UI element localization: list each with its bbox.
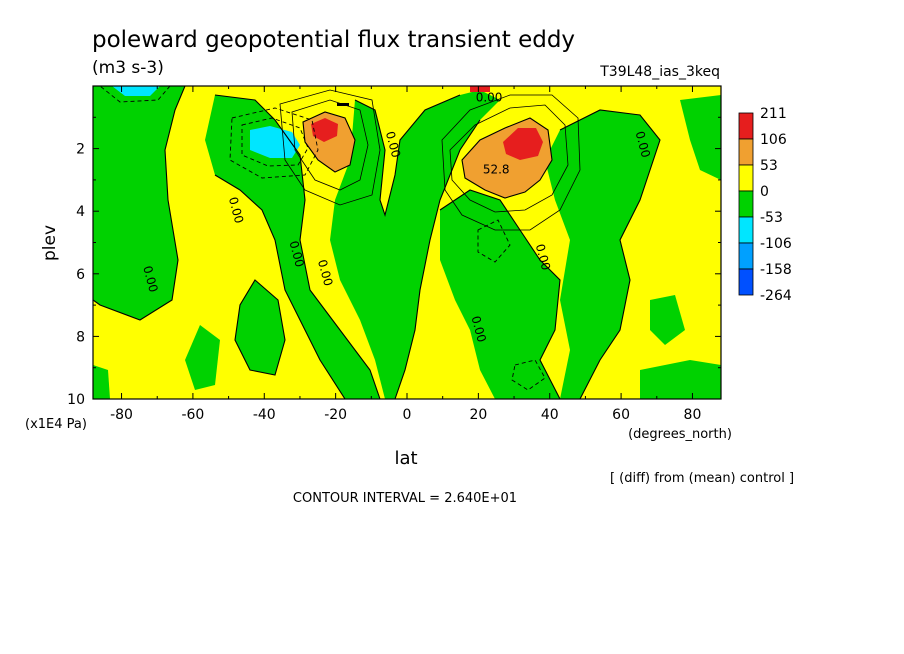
contour-label: 0.00 [140, 264, 160, 293]
y-axis: 2 4 6 8 10 [67, 116, 721, 408]
colorbar-label: 53 [760, 158, 778, 174]
contour-label: 0.00 [286, 239, 306, 268]
contour-lines [93, 86, 661, 399]
negative-region [93, 86, 185, 320]
x-tick-label: -60 [181, 407, 204, 423]
colorbar-swatch [738, 112, 754, 140]
contour-label: 0.00 [476, 91, 503, 105]
small-feature [470, 86, 490, 92]
colorbar-label: -106 [760, 236, 792, 252]
contour-line [449, 104, 569, 213]
small-feature [337, 103, 349, 106]
contour-label: 52.8 [483, 163, 510, 177]
y-tick-label: 8 [76, 329, 85, 345]
contour-label: 0.00 [633, 130, 653, 159]
contour-lines-thin [279, 89, 581, 231]
x-axis-title: lat [394, 448, 417, 469]
contour-line [461, 117, 553, 199]
colorbar-swatch [738, 164, 754, 192]
positive-max-regions [311, 118, 543, 160]
negative-strong-region [112, 86, 160, 96]
colorbar-swatch [738, 242, 754, 270]
positive-max-region [503, 128, 543, 160]
contour-label: 0.00 [226, 195, 246, 224]
negative-region [680, 95, 721, 180]
x-tick-label: -20 [324, 407, 347, 423]
colorbar-label: 106 [760, 132, 787, 148]
contour-line [302, 111, 356, 173]
colorbar-swatch [738, 138, 754, 166]
contour-label: 0.00 [315, 258, 335, 287]
negative-region [440, 190, 560, 399]
y-axis-units: (x1E4 Pa) [25, 417, 87, 432]
y-axis-title: plev [40, 225, 60, 261]
contour-line [511, 359, 546, 391]
x-tick-label: 20 [469, 407, 487, 423]
x-tick-label: 40 [541, 407, 559, 423]
y-tick-label: 4 [76, 204, 85, 220]
colorbar-label: -158 [760, 262, 792, 278]
x-axis-units: (degrees_north) [628, 427, 732, 442]
colorbar-label: -264 [760, 288, 792, 304]
x-axis: -80 -60 -40 -20 0 20 40 60 80 [110, 86, 701, 423]
contour-lines-negative [99, 86, 546, 391]
negative-region [330, 90, 500, 399]
contour-line [99, 86, 171, 103]
contour-line [354, 94, 461, 217]
negative-region [640, 360, 721, 399]
contour-interval-label: CONTOUR INTERVAL = 2.640E+01 [293, 491, 517, 506]
heatmap-field [93, 86, 721, 399]
y-tick-label: 6 [76, 267, 85, 283]
negative-region [235, 280, 285, 375]
x-tick-label: 60 [612, 407, 630, 423]
contour-line [441, 94, 581, 231]
contour-label: 0.00 [383, 130, 403, 159]
x-tick-label: -40 [253, 407, 276, 423]
contour-label: 0.00 [468, 314, 488, 343]
units-label: (m3 s-3) [92, 58, 164, 78]
contour-line [229, 107, 319, 179]
y-tick-label: 2 [76, 142, 85, 158]
y-tick-label: 10 [67, 392, 85, 408]
contour-line [559, 109, 661, 399]
negative-strong-region [250, 126, 300, 158]
contour-line [394, 119, 481, 399]
colorbar-label: 0 [760, 184, 769, 200]
contour-line [279, 89, 381, 206]
negative-region [93, 365, 110, 399]
colorbar: 211 106 53 0 -53 -106 -158 -264 [738, 106, 792, 304]
chart-title: poleward geopotential flux transient edd… [92, 27, 575, 53]
x-tick-label: -80 [110, 407, 133, 423]
contour-line [214, 174, 346, 399]
colorbar-swatch [738, 190, 754, 218]
contour-line [241, 117, 309, 167]
colorbar-label: -53 [760, 210, 783, 226]
contour-labels: 0.00 0.00 0.00 0.00 0.00 0.00 0.00 0.00 0.00 52.8 [140, 91, 653, 344]
contour-label: 0.00 [533, 242, 553, 271]
colorbar-label: 211 [760, 106, 787, 122]
positive-max-region [311, 118, 338, 142]
run-id-label: T39L48_ias_3keq [599, 64, 720, 80]
negative-region [185, 325, 220, 390]
diff-note: [ (diff) from (mean) control ] [610, 471, 794, 486]
contour-line [234, 279, 286, 376]
x-tick-label: 0 [403, 407, 412, 423]
contour-line [93, 86, 186, 321]
x-tick-label: 80 [684, 407, 702, 423]
colorbar-swatch [738, 268, 754, 296]
colorbar-swatch [738, 216, 754, 244]
contour-line [439, 189, 561, 399]
contour-line [214, 94, 381, 399]
negative-region [650, 295, 685, 345]
